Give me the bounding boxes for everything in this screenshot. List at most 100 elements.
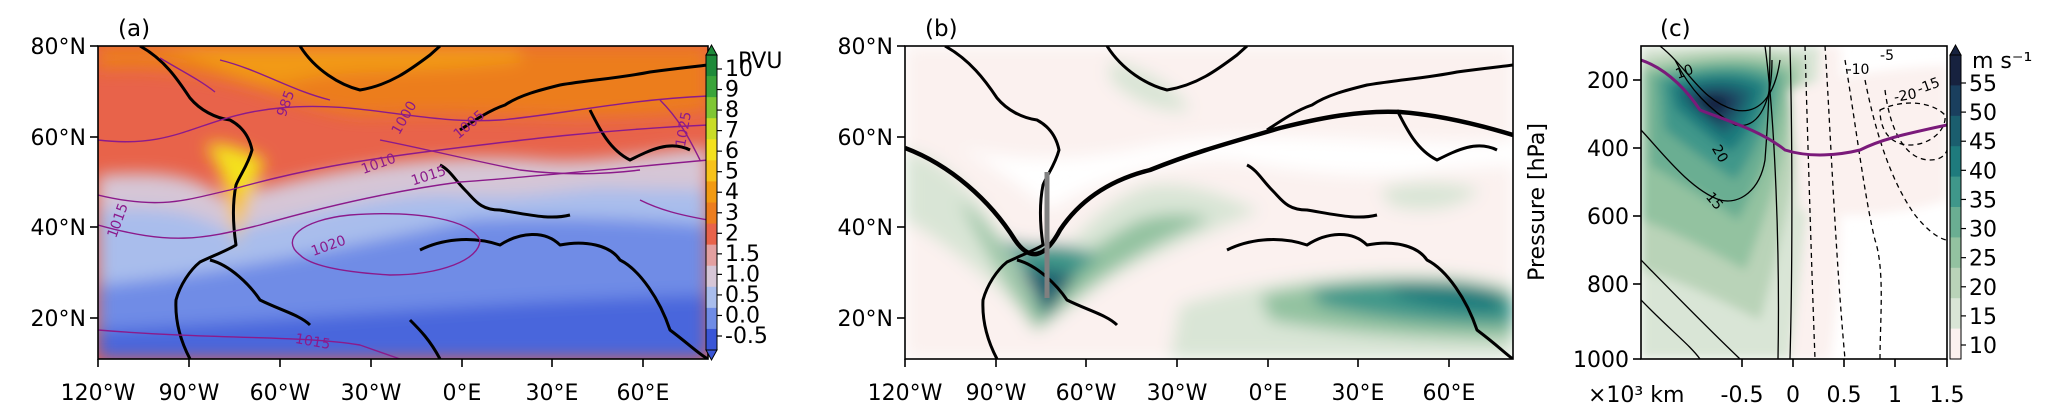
- wind-contour-label: -10: [1847, 62, 1870, 78]
- section-ytick-label: 200: [1587, 69, 1629, 94]
- wind-contour-label: -5: [1880, 48, 1894, 64]
- section-ytick-label: 400: [1587, 137, 1629, 162]
- pv-colorbar-tick-label: 2: [725, 221, 739, 246]
- pv-colorbar-segment: [706, 202, 717, 225]
- wind-contours-negative: [1804, 46, 1947, 359]
- section-x-prefix: ×10³ km: [1588, 383, 1684, 408]
- section-ytick-label: 1000: [1573, 348, 1629, 373]
- panel-a-axes: 80°N 60°N 40°N 20°N 120°W 90°W 60°W 30°W 0°E 30°E…: [31, 35, 670, 406]
- map-b-xtick-label: 0°E: [1249, 381, 1288, 406]
- pv-colorbar-segment: [706, 181, 717, 203]
- pv-colorbar-segment: [706, 97, 717, 119]
- wind-colorbar: m s⁻¹ 55 50 45 40 35 30 25 20 15 10: [1949, 43, 2032, 360]
- panel-c-section: [1641, 46, 1947, 359]
- panel-b-frame: [904, 45, 1514, 360]
- wind-colorbar-segment: [1950, 176, 1961, 208]
- map-b-ytick-label: 40°N: [838, 216, 893, 241]
- section-xtick-label: 0.5: [1827, 383, 1862, 408]
- wind-colorbar-unit: m s⁻¹: [1972, 49, 2032, 74]
- map-a-xtick-label: 30°W: [341, 381, 402, 406]
- wind-colorbar-segment: [1950, 267, 1961, 299]
- section-ytick-label: 600: [1587, 205, 1629, 230]
- pv-colorbar-tick-label: 10: [725, 57, 753, 82]
- pv-colorbar-frame: [705, 54, 718, 351]
- tropopause-line: [1641, 58, 1947, 157]
- waveguide-contour: [905, 109, 1513, 257]
- wind-contour-label: 10: [1674, 62, 1696, 83]
- pv-colorbar-tick-label: 1.5: [725, 242, 760, 267]
- wind-colorbar-tick-label: 30: [1969, 218, 1997, 243]
- wind-contour-label: 20: [1708, 142, 1731, 165]
- panel-a-label: (a): [118, 16, 150, 42]
- pv-colorbar-segment: [706, 55, 717, 77]
- map-a-ytick-label: 20°N: [31, 307, 86, 332]
- anomaly-field: [905, 46, 1513, 359]
- pv-colorbar-tick-label: 7: [725, 119, 739, 144]
- wind-colorbar-tick-label: 45: [1969, 130, 1997, 155]
- pv-colorbar-tick-label: 6: [725, 139, 739, 164]
- section-xtick-label: 1.5: [1930, 383, 1965, 408]
- map-a-xtick-label: 90°W: [159, 381, 220, 406]
- pv-colorbar-segment: [706, 76, 717, 98]
- map-a-ytick-label: 40°N: [31, 216, 86, 241]
- wind-contour-label: -15: [1915, 75, 1942, 98]
- wind-colorbar-frame: [1949, 54, 1962, 360]
- pv-colorbar-tick-label: 5: [725, 160, 739, 185]
- pv-colorbar-segment: [706, 307, 717, 330]
- wind-colorbar-segment: [1950, 328, 1961, 360]
- panel-c-frame: [1640, 45, 1948, 360]
- map-b-ytick-label: 20°N: [838, 307, 893, 332]
- pv-colorbar-segment: [706, 118, 717, 140]
- pv-colorbar-tick-label: 4: [725, 180, 739, 205]
- wind-colorbar-tick-label: 10: [1969, 334, 1997, 359]
- wind-contour-label: -20: [1893, 86, 1918, 106]
- wind-colorbar-tick-label: 55: [1969, 72, 1997, 97]
- wind-colorbar-tick-label: 50: [1969, 101, 1997, 126]
- map-b-xtick-label: 30°E: [1332, 381, 1385, 406]
- map-b-xtick-label: 30°W: [1147, 381, 1208, 406]
- panel-a: (a): [97, 16, 782, 362]
- coastlines-b: [944, 46, 1513, 359]
- wind-colorbar-segment: [1950, 237, 1961, 269]
- map-b-ytick-label: 80°N: [838, 35, 893, 60]
- wind-colorbar-segment: [1950, 207, 1961, 238]
- panel-c: (c) Pressure [hPa]: [1525, 16, 2032, 408]
- section-xtick-label: 1: [1888, 383, 1902, 408]
- map-b-xtick-label: 90°W: [966, 381, 1027, 406]
- pv-colorbar-tick-label: 1.0: [725, 262, 760, 287]
- wind-colorbar-extend-max: [1949, 43, 1962, 56]
- pv-colorbar-segment: [706, 265, 717, 288]
- wind-colorbar-segment: [1950, 55, 1961, 86]
- panel-c-label: (c): [1660, 16, 1691, 42]
- pv-colorbar-tick-label: 0.5: [725, 283, 760, 308]
- pv-colorbar-segment: [706, 244, 717, 267]
- panel-c-axes: ×10³ km 200 400 600 800 1000 -0.5 0 0.5 1 1.5: [1573, 69, 1965, 408]
- map-a-xtick-label: 60°E: [617, 381, 670, 406]
- map-a-xtick-label: 30°E: [526, 381, 579, 406]
- isobar-label: 1015: [294, 331, 332, 353]
- section-ylabel: Pressure [hPa]: [1525, 123, 1550, 281]
- wind-colorbar-segment: [1950, 115, 1961, 147]
- pv-colorbar-unit: PVU: [738, 49, 782, 74]
- panel-b: (b): [904, 16, 1514, 360]
- isobar-label: 1025: [673, 110, 695, 148]
- pv-colorbar-tick-label: 0.0: [725, 303, 760, 328]
- map-b-ytick-label: 60°N: [838, 126, 893, 151]
- wind-colorbar-tick-label: 15: [1969, 305, 1997, 330]
- map-b-xtick-label: 60°W: [1056, 381, 1117, 406]
- wind-colorbar-segment: [1950, 298, 1961, 330]
- section-xtick-label: -0.5: [1721, 383, 1764, 408]
- map-a-ytick-label: 80°N: [31, 35, 86, 60]
- isobars: [98, 57, 708, 359]
- wind-colorbar-segment: [1950, 146, 1961, 178]
- wind-contours: [1641, 46, 1793, 359]
- section-ytick-label: 800: [1587, 273, 1629, 298]
- wind-colorbar-tick-label: 40: [1969, 159, 1997, 184]
- section-xtick-label: 0: [1786, 383, 1800, 408]
- pv-colorbar-tick-label: 9: [725, 78, 739, 103]
- pv-colorbar-segment: [706, 286, 717, 309]
- pv-colorbar-segment: [706, 223, 717, 246]
- pv-colorbar-tick-label: 3: [725, 201, 739, 226]
